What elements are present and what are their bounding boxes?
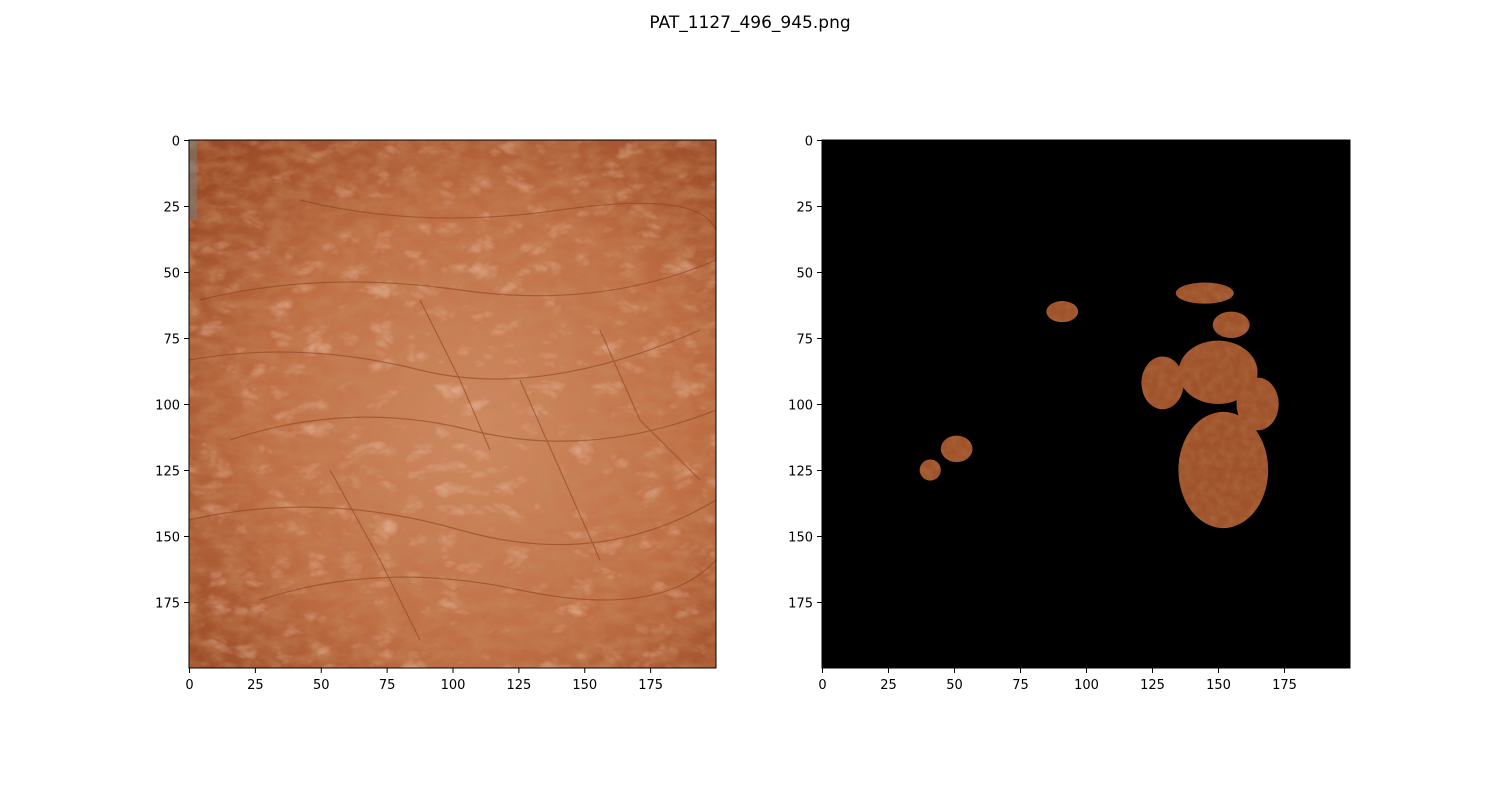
left-x-tick-label: 125: [506, 678, 531, 693]
right-y-tick-label: 75: [796, 333, 813, 348]
right-x-tick-label: 100: [1074, 678, 1099, 693]
right-y-tick-label: 25: [796, 201, 813, 216]
left-x-tick-label: 100: [441, 678, 466, 693]
original-image-panel: 0 25 50 75 100 125 150 175 0 25 50 75 100 125 150 175: [155, 135, 717, 693]
right-y-tick-label: 50: [796, 267, 813, 282]
right-x-tick-label: 125: [1140, 678, 1165, 693]
left-y-tick-label: 25: [163, 201, 180, 216]
right-y-tick-label: 175: [788, 597, 813, 612]
figure-title: PAT_1127_496_945.png: [649, 13, 851, 33]
left-y-tick-label: 175: [155, 597, 180, 612]
left-y-tick-label: 75: [163, 333, 180, 348]
lesion-texture: [919, 459, 941, 481]
left-x-tick-label: 175: [638, 678, 663, 693]
right-x-tick-label: 50: [946, 678, 963, 693]
lesion-regions: [919, 282, 1279, 529]
right-x-tick-label: 75: [1012, 678, 1029, 693]
right-y-tick-label: 100: [788, 399, 813, 414]
left-y-tick-label: 50: [163, 267, 180, 282]
right-x-tick-label: 25: [880, 678, 897, 693]
left-y-axis: 0 25 50 75 100 125 150 175: [155, 135, 189, 612]
lesion-texture: [1141, 356, 1184, 410]
left-x-tick-label: 25: [247, 678, 264, 693]
right-y-tick-label: 125: [788, 465, 813, 480]
right-x-tick-label: 0: [818, 678, 826, 693]
right-y-tick-label: 0: [805, 135, 813, 150]
lesion-texture: [1175, 282, 1234, 304]
skin-photo: [189, 140, 716, 668]
lesion-texture: [1046, 301, 1079, 323]
right-x-tick-label: 150: [1206, 678, 1231, 693]
lesion-texture: [1178, 340, 1258, 404]
left-y-tick-label: 100: [155, 399, 180, 414]
left-y-tick-label: 0: [172, 135, 180, 150]
right-x-tick-label: 175: [1272, 678, 1297, 693]
right-y-axis: 0 25 50 75 100 125 150 175: [788, 135, 822, 612]
lesion-texture: [940, 435, 973, 463]
lesion-texture: [1236, 377, 1279, 431]
segmented-image-panel: 0 25 50 75 100 125 150 175 0 25 50 75 100 125 150 175: [788, 135, 1351, 693]
lesion-texture: [1212, 311, 1250, 338]
left-y-tick-label: 125: [155, 465, 180, 480]
left-x-tick-label: 0: [185, 678, 193, 693]
lesion-texture: [1178, 411, 1269, 529]
left-x-tick-label: 75: [379, 678, 396, 693]
left-x-axis: 0 25 50 75 100 125 150 175: [185, 668, 663, 693]
left-x-tick-label: 50: [313, 678, 330, 693]
left-y-tick-label: 150: [155, 531, 180, 546]
left-x-tick-label: 150: [572, 678, 597, 693]
right-y-tick-label: 150: [788, 531, 813, 546]
right-x-axis: 0 25 50 75 100 125 150 175: [818, 668, 1297, 693]
